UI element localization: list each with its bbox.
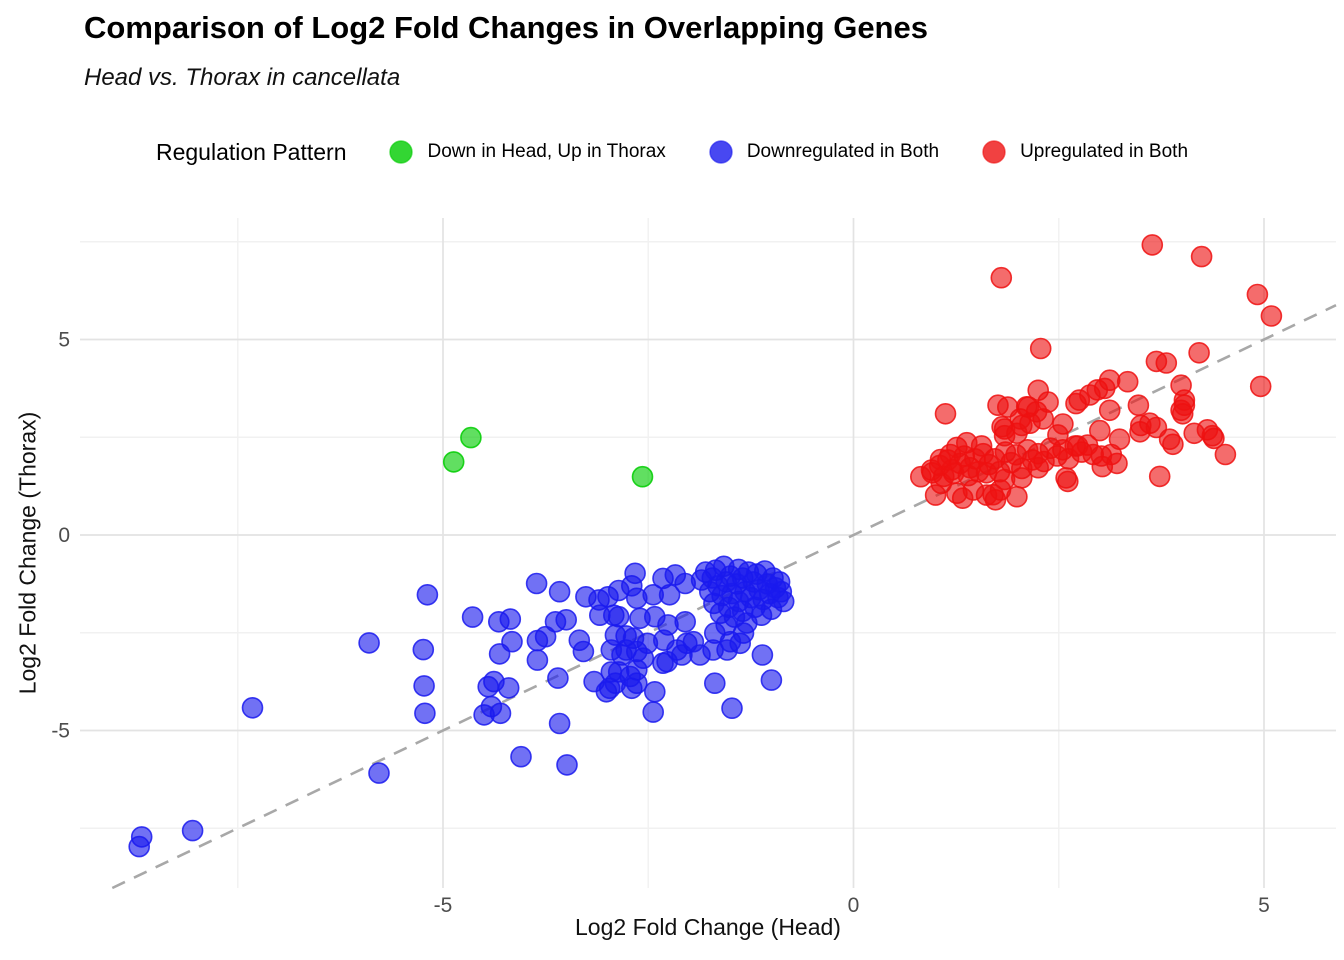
data-point[interactable] <box>631 465 654 488</box>
legend-label: Upregulated in Both <box>1020 141 1189 162</box>
data-point[interactable] <box>416 583 439 606</box>
data-point[interactable] <box>241 696 264 719</box>
data-point[interactable] <box>1139 412 1161 435</box>
data-point[interactable] <box>368 762 390 784</box>
data-point[interactable] <box>604 672 627 695</box>
data-point[interactable] <box>473 704 495 726</box>
data-point[interactable] <box>934 402 957 425</box>
data-point[interactable] <box>1116 370 1139 393</box>
data-point[interactable] <box>721 697 743 720</box>
data-point[interactable] <box>1214 443 1237 466</box>
data-point[interactable] <box>556 754 578 776</box>
data-point[interactable] <box>358 632 380 654</box>
data-point[interactable] <box>414 702 436 725</box>
legend-item-down-head-up-thorax[interactable]: Down in Head, Up in Thorax <box>388 139 666 165</box>
legend-dot-red-icon <box>982 140 1006 164</box>
data-point[interactable] <box>1052 413 1074 435</box>
data-point[interactable] <box>1098 399 1121 422</box>
data-point[interactable] <box>1010 414 1033 437</box>
data-point[interactable] <box>1190 245 1213 268</box>
data-point[interactable] <box>1029 337 1052 360</box>
data-point[interactable] <box>1246 283 1269 306</box>
data-point[interactable] <box>555 608 578 631</box>
data-point[interactable] <box>951 487 974 510</box>
data-point[interactable] <box>501 630 523 653</box>
legend: Regulation Pattern Down in Head, Up in T… <box>0 130 1344 174</box>
y-axis-title: Log2 Fold Change (Thorax) <box>14 411 41 695</box>
chart-subtitle: Head vs. Thorax in cancellata <box>84 64 401 91</box>
data-point[interactable] <box>499 608 522 630</box>
data-point[interactable] <box>674 610 697 633</box>
legend-dot-blue-icon <box>709 140 733 164</box>
data-point[interactable] <box>525 572 548 595</box>
data-point[interactable] <box>1032 408 1054 430</box>
data-point[interactable] <box>412 638 435 661</box>
data-point[interactable] <box>1065 392 1087 415</box>
data-point[interactable] <box>1162 433 1184 456</box>
data-point[interactable] <box>1027 379 1049 402</box>
y-tick-label: 5 <box>58 329 70 352</box>
y-tick-label: -5 <box>51 720 70 743</box>
data-point[interactable] <box>477 675 500 698</box>
data-point[interactable] <box>1141 234 1164 256</box>
data-point[interactable] <box>772 590 795 613</box>
data-point[interactable] <box>643 680 666 703</box>
data-point[interactable] <box>548 580 571 603</box>
legend-title: Regulation Pattern <box>155 138 347 165</box>
data-point[interactable] <box>1057 470 1079 493</box>
data-point[interactable] <box>413 675 435 697</box>
data-point[interactable] <box>625 672 648 695</box>
x-tick-label: -5 <box>434 894 453 917</box>
data-point[interactable] <box>924 484 947 506</box>
data-point[interactable] <box>990 266 1013 289</box>
data-point[interactable] <box>642 701 665 723</box>
data-point[interactable] <box>751 644 774 666</box>
data-point[interactable] <box>460 426 482 449</box>
x-axis-title: Log2 Fold Change (Head) <box>575 914 841 940</box>
data-point[interactable] <box>760 669 783 691</box>
chart-title: Comparison of Log2 Fold Changes in Overl… <box>84 10 928 45</box>
legend-dot-green-icon <box>389 140 414 164</box>
data-point[interactable] <box>1086 379 1109 401</box>
data-point[interactable] <box>1148 465 1171 488</box>
data-point[interactable] <box>526 649 549 671</box>
data-point[interactable] <box>548 712 571 735</box>
data-point[interactable] <box>656 650 678 673</box>
legend-label: Down in Head, Up in Thorax <box>427 141 666 162</box>
data-point[interactable] <box>130 826 153 848</box>
data-point[interactable] <box>547 667 569 689</box>
data-point[interactable] <box>461 606 484 628</box>
data-point[interactable] <box>1155 352 1178 374</box>
data-point[interactable] <box>510 745 532 768</box>
data-point[interactable] <box>1089 419 1111 442</box>
data-point[interactable] <box>1076 434 1099 456</box>
data-point[interactable] <box>607 605 630 628</box>
data-point[interactable] <box>1006 485 1028 508</box>
legend-item-upregulated-both[interactable]: Upregulated in Both <box>981 139 1188 165</box>
data-point[interactable] <box>624 562 646 585</box>
data-point[interactable] <box>181 819 204 842</box>
legend-item-downregulated-both[interactable]: Downregulated in Both <box>708 139 939 165</box>
data-point[interactable] <box>1188 341 1210 364</box>
data-point[interactable] <box>1171 402 1194 425</box>
data-point[interactable] <box>703 672 726 695</box>
data-point[interactable] <box>534 625 557 648</box>
data-point[interactable] <box>1203 427 1225 450</box>
data-point[interactable] <box>1127 394 1150 417</box>
data-point[interactable] <box>1249 375 1272 398</box>
data-point[interactable] <box>572 640 595 663</box>
legend-label: Downregulated in Both <box>746 141 940 162</box>
x-tick-label: 0 <box>848 894 860 917</box>
y-tick-label: 0 <box>58 524 70 547</box>
data-point[interactable] <box>497 677 520 699</box>
x-tick-label: 5 <box>1258 894 1270 917</box>
data-point[interactable] <box>982 483 1004 506</box>
data-point[interactable] <box>442 451 465 473</box>
data-point[interactable] <box>1260 305 1283 327</box>
